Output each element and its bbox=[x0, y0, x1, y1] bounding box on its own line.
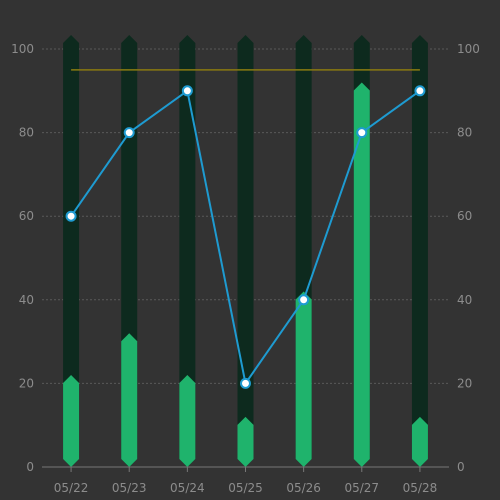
line-point bbox=[240, 377, 251, 389]
value-bar bbox=[295, 291, 312, 467]
background-bar bbox=[237, 35, 254, 467]
value-bar bbox=[237, 416, 254, 467]
value-bar-layer bbox=[63, 82, 428, 467]
y-tick-label-right: 80 bbox=[457, 126, 472, 140]
value-bar bbox=[353, 82, 370, 467]
axis-layer: 0 20 40 60 80 100 0 20 40 60 80 100 05/22 05/23 05/24 0… bbox=[11, 42, 480, 495]
line-series-layer bbox=[65, 85, 426, 389]
value-bar bbox=[121, 333, 138, 467]
y-tick-label-left: 100 bbox=[11, 42, 34, 56]
y-tick-label-right: 60 bbox=[457, 209, 472, 223]
x-tick-label: 05/24 bbox=[170, 481, 205, 495]
value-bar bbox=[179, 375, 196, 467]
background-bar-layer bbox=[63, 35, 428, 467]
x-tick-label: 05/22 bbox=[54, 481, 89, 495]
y-tick-label-right: 0 bbox=[457, 460, 465, 474]
background-bar bbox=[411, 35, 428, 467]
y-tick-label-left: 60 bbox=[19, 209, 34, 223]
y-tick-label-right: 40 bbox=[457, 293, 472, 307]
line-point bbox=[298, 294, 310, 306]
value-bar bbox=[63, 375, 80, 467]
background-bar bbox=[63, 35, 80, 467]
y-tick-label-left: 20 bbox=[19, 376, 34, 390]
line-point bbox=[356, 127, 368, 139]
line-point bbox=[414, 85, 426, 97]
x-tick-label: 05/27 bbox=[344, 481, 379, 495]
x-tick-label: 05/28 bbox=[403, 481, 438, 495]
x-tick-label: 05/25 bbox=[228, 481, 263, 495]
y-tick-label-left: 80 bbox=[19, 126, 34, 140]
y-tick-label-left: 0 bbox=[26, 460, 34, 474]
background-bar bbox=[179, 35, 196, 467]
x-tick-label: 05/26 bbox=[286, 481, 321, 495]
x-tick-label: 05/23 bbox=[112, 481, 147, 495]
line-point bbox=[123, 127, 135, 139]
line-point bbox=[181, 85, 193, 97]
value-bar bbox=[411, 416, 428, 467]
line-point bbox=[65, 210, 77, 222]
y-tick-label-left: 40 bbox=[19, 293, 34, 307]
y-tick-label-right: 20 bbox=[457, 376, 472, 390]
y-tick-label-right: 100 bbox=[457, 42, 480, 56]
